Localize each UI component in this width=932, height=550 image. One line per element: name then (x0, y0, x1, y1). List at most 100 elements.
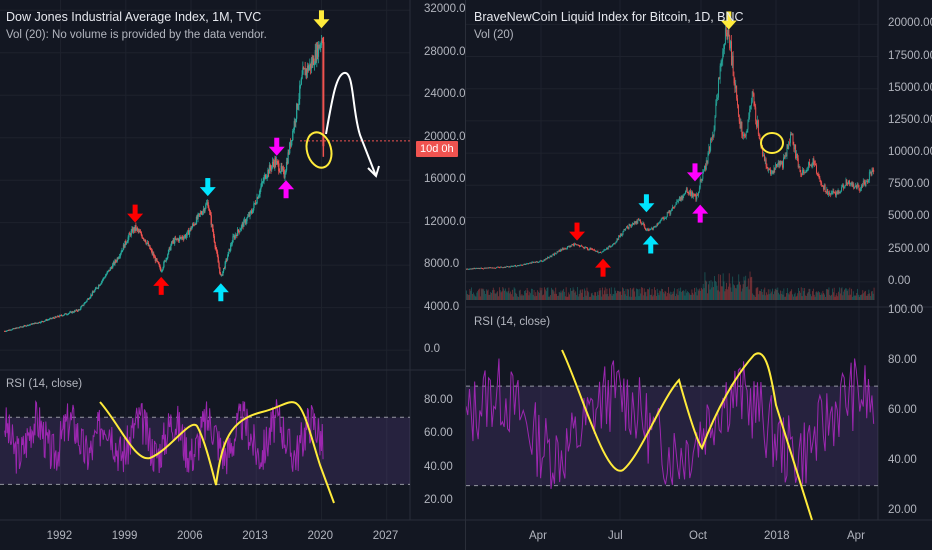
candle-body (660, 219, 662, 221)
volume-bar (531, 288, 533, 300)
candle-body (94, 287, 97, 290)
volume-bar (781, 291, 783, 300)
candle-body (527, 263, 529, 265)
volume-bar (626, 295, 628, 300)
candle-body (598, 252, 600, 254)
volume-bar (616, 293, 617, 300)
volume-bar (561, 292, 563, 300)
candle-body (484, 267, 486, 269)
candle-body (690, 190, 692, 197)
volume-bar (495, 293, 497, 300)
dow-jones-chart-canvas[interactable] (0, 0, 465, 550)
candle-body (117, 257, 119, 259)
candle-body (678, 200, 680, 202)
volume-bar (747, 278, 749, 300)
candle-body (162, 267, 164, 270)
candle-body (815, 163, 817, 166)
volume-bar (675, 293, 677, 300)
volume-bar (517, 296, 518, 300)
volume-bar (865, 295, 867, 300)
candle-body (493, 267, 495, 269)
candle-body (110, 267, 112, 269)
candle-body (180, 237, 182, 239)
candle-body (719, 65, 721, 79)
candle-body (136, 228, 138, 230)
candle-body (268, 165, 271, 174)
volume-bar (624, 294, 626, 300)
candle-body (505, 266, 507, 268)
candle-body (203, 209, 205, 212)
candle-body (70, 311, 73, 313)
candle-body (769, 169, 771, 171)
candle-body (600, 252, 602, 254)
candle-body (261, 182, 263, 187)
candle-body (735, 85, 737, 89)
candle-body (108, 269, 111, 271)
candle-body (467, 268, 469, 270)
volume-bar (764, 287, 766, 300)
candle-body (204, 208, 206, 212)
candle-body (567, 246, 568, 249)
candle-body (587, 249, 589, 251)
volume-bar (716, 285, 718, 300)
candle-body (466, 268, 467, 270)
volume-bar (687, 291, 688, 300)
volume-bar (685, 289, 687, 300)
candle-body (230, 244, 233, 246)
volume-bar (492, 287, 494, 300)
candle-body (312, 58, 314, 66)
volume-note: Vol (20): No volume is provided by the d… (6, 29, 267, 41)
volume-bar (592, 295, 594, 300)
candle-body (753, 93, 755, 106)
candle-body (688, 193, 690, 195)
candle-body (683, 194, 685, 196)
candle-body (726, 32, 728, 40)
volume-bar (582, 289, 584, 300)
candle-body (625, 228, 627, 231)
candle-body (610, 246, 612, 248)
candle-body (288, 152, 290, 154)
candle-body (502, 267, 503, 269)
volume-bar (641, 287, 643, 300)
volume-bar (861, 294, 863, 300)
candle-body (703, 170, 705, 172)
candle-body (309, 63, 311, 68)
candle-body (64, 313, 66, 315)
volume-bar (745, 275, 747, 300)
volume-bar (468, 295, 470, 300)
volume-bar (512, 296, 514, 300)
volume-bar (775, 288, 777, 300)
candle-body (731, 41, 732, 66)
price-tick-label: 24000.0 (424, 88, 466, 101)
candle-body (592, 249, 594, 251)
volume-bar (746, 287, 747, 300)
candle-body (502, 267, 504, 269)
candle-body (201, 213, 203, 215)
candle-body (659, 220, 661, 223)
candle-body (631, 224, 633, 227)
candle-body (267, 169, 269, 177)
volume-bar (505, 291, 507, 300)
volume-bar (859, 295, 861, 300)
candle-body (257, 195, 260, 199)
candle-body (713, 129, 715, 136)
candle-body (256, 197, 258, 204)
candle-body (485, 267, 487, 269)
volume-bar (609, 288, 610, 300)
candle-body (754, 105, 756, 108)
volume-bar (551, 287, 552, 300)
candle-body (704, 165, 706, 171)
candle-body (225, 259, 227, 262)
candle-body (584, 247, 586, 249)
candle-body (756, 120, 758, 127)
candle-body (43, 320, 45, 322)
candle-body (160, 271, 163, 273)
volume-bar (698, 290, 700, 300)
bitcoin-chart-canvas[interactable] (466, 0, 932, 550)
volume-bar (755, 288, 757, 300)
candle-body (176, 238, 178, 240)
candle-body (750, 102, 752, 106)
rsi-label: RSI (14, close) (6, 378, 83, 390)
candle-body (757, 120, 759, 135)
candle-body (161, 269, 163, 272)
